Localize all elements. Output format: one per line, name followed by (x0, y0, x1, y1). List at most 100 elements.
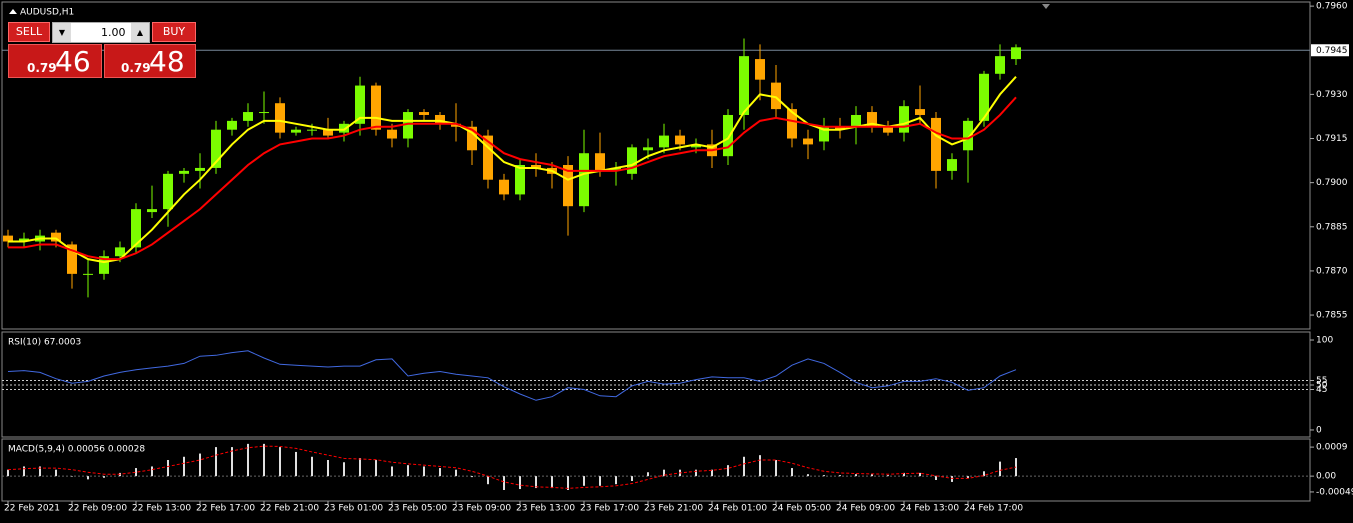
candle-body (67, 244, 77, 274)
macd-bar (55, 469, 57, 477)
candle-body (995, 56, 1005, 74)
macd-bar (951, 476, 953, 482)
macd-bar (455, 469, 457, 477)
candle-body (579, 153, 589, 207)
buy-button[interactable]: BUY (152, 22, 196, 42)
candle-body (979, 73, 989, 121)
rsi-line (7, 350, 1017, 401)
candle-body (147, 209, 157, 213)
lot-box[interactable]: ▼ 1.00 ▲ (52, 22, 150, 43)
candle-body (115, 247, 125, 257)
y-tick-label: 45 (1316, 385, 1327, 395)
candle-body (19, 238, 29, 242)
candle-body (3, 235, 13, 242)
macd-bar (807, 474, 809, 477)
macd-bar (855, 474, 857, 477)
y-tick-label: 0.7900 (1316, 178, 1348, 188)
macd-bar (535, 476, 537, 489)
moving-average (8, 76, 1017, 264)
candle-body (483, 135, 493, 180)
macd-bar (631, 476, 633, 481)
y-tick-label: 0 (1316, 425, 1322, 435)
macd-bar (759, 455, 761, 477)
shift-marker (1042, 4, 1050, 9)
buy-price-small: 0.79 (121, 61, 151, 75)
candle-body (659, 135, 669, 148)
macd-bar (727, 465, 729, 477)
y-tick-label: 100 (1316, 336, 1333, 346)
candle-body (355, 85, 365, 124)
bid-label: 0.7945 (1316, 46, 1348, 56)
candle-body (531, 165, 541, 168)
candle-body (323, 129, 333, 136)
macd-bar (439, 468, 441, 477)
x-tick-label: 22 Feb 21:00 (260, 504, 319, 514)
macd-title: MACD(5,9,4) 0.00056 0.00028 (8, 445, 145, 455)
macd-bar (391, 466, 393, 477)
buy-price-big: 48 (149, 45, 185, 78)
candle-body (51, 232, 61, 242)
macd-bar (215, 447, 217, 477)
candle-body (371, 85, 381, 130)
candle-body (931, 117, 941, 171)
lot-down[interactable]: ▼ (53, 23, 71, 42)
lot-up[interactable]: ▲ (131, 23, 149, 42)
macd-bar (695, 469, 697, 477)
candle-body (643, 147, 653, 151)
x-tick-label: 24 Feb 01:00 (708, 504, 767, 514)
y-tick-label: 0.7855 (1316, 311, 1348, 321)
x-tick-label: 22 Feb 09:00 (68, 504, 127, 514)
macd-bar (231, 447, 233, 477)
macd-bar (87, 476, 89, 480)
y-tick-label: 55 (1316, 376, 1327, 386)
candle-body (867, 112, 877, 127)
candle-body (691, 144, 701, 148)
sell-price[interactable]: 0.79 46 (8, 44, 102, 78)
x-tick-label: 22 Feb 13:00 (132, 504, 191, 514)
x-tick-label: 24 Feb 09:00 (836, 504, 895, 514)
buy-price[interactable]: 0.79 48 (104, 44, 196, 78)
candle-body (947, 159, 957, 171)
macd-bar (503, 476, 505, 490)
candle-body (403, 112, 413, 139)
candle-body (883, 126, 893, 133)
candle-body (771, 82, 781, 110)
macd-bar (615, 476, 617, 485)
y-tick-label: 0.7870 (1316, 266, 1348, 276)
chart-title: AUDUSD,H1 (20, 8, 74, 18)
candle-body (435, 114, 445, 124)
candle-body (819, 126, 829, 142)
x-tick-label: 23 Feb 13:00 (516, 504, 575, 514)
macd-bar (103, 476, 105, 478)
candle-body (499, 179, 509, 195)
macd-bar (343, 462, 345, 477)
x-tick-label: 23 Feb 21:00 (644, 504, 703, 514)
macd-bar (151, 466, 153, 477)
y-tick-label: 0.7960 (1316, 2, 1348, 12)
macd-bar (519, 476, 521, 490)
x-tick-label: 23 Feb 09:00 (452, 504, 511, 514)
macd-bar (39, 466, 41, 477)
macd-bar (647, 472, 649, 477)
sell-button[interactable]: SELL (8, 22, 50, 42)
candle-body (835, 126, 845, 130)
macd-bar (551, 476, 553, 489)
y-tick-label: 0.0009 (1316, 443, 1348, 453)
candle-body (307, 129, 317, 131)
candle-body (563, 165, 573, 207)
macd-bar (583, 476, 585, 486)
macd-bar (487, 476, 489, 485)
candle-body (451, 123, 461, 127)
macd-bar (471, 476, 473, 478)
macd-bar (183, 456, 185, 477)
macd-bar (407, 465, 409, 477)
macd-bar (311, 456, 313, 477)
bid-box (1311, 44, 1349, 57)
macd-bar (791, 468, 793, 477)
macd-bar (775, 460, 777, 477)
macd-bar (71, 476, 73, 477)
candle-body (259, 112, 269, 114)
lot-value: 1.00 (101, 26, 126, 39)
candle-body (195, 167, 205, 171)
y-tick-label: 0.7930 (1316, 90, 1348, 100)
